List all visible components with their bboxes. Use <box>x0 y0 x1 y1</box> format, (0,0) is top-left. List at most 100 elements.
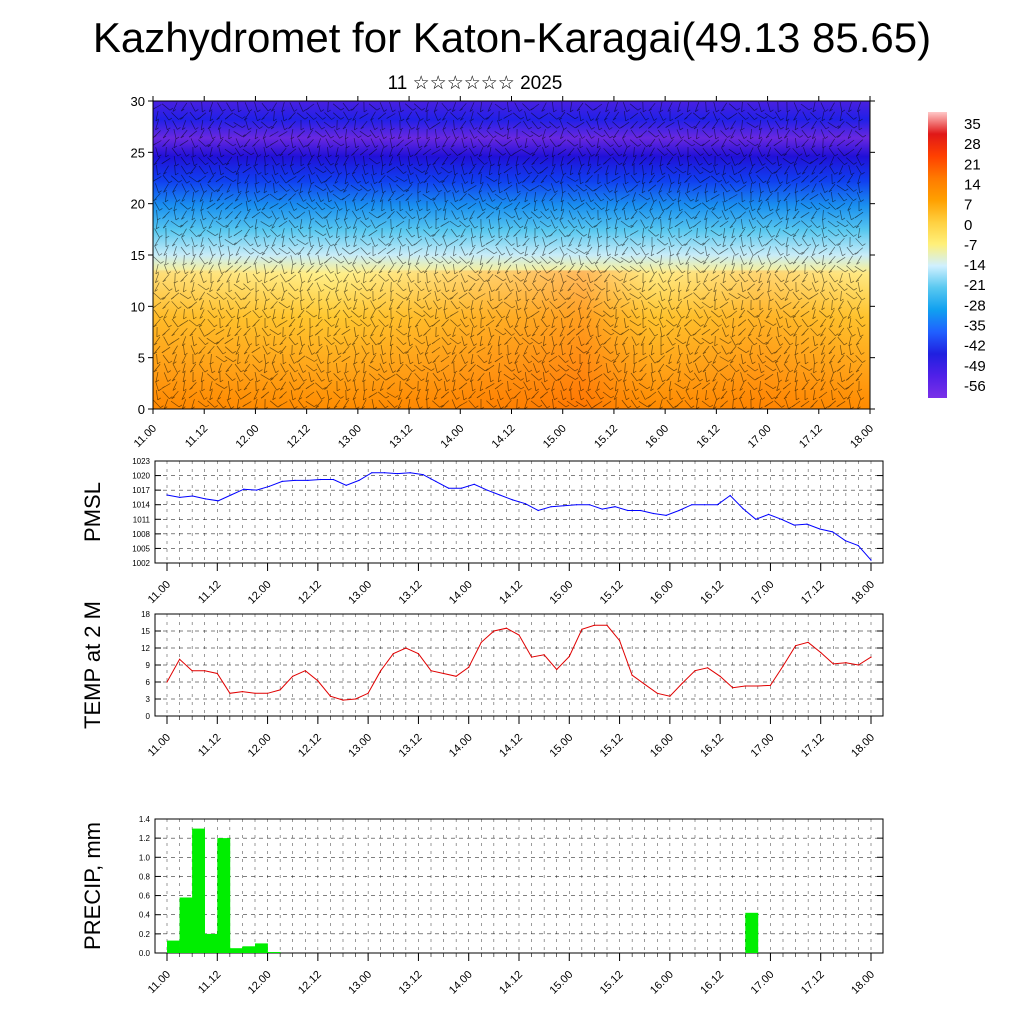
wind-barb-flag <box>247 280 251 284</box>
wind-barb <box>171 237 179 247</box>
wind-barb <box>729 273 737 283</box>
wind-barb-flag <box>226 190 230 193</box>
wind-barb <box>552 155 554 167</box>
wind-barb <box>334 174 340 184</box>
wind-barb-flag <box>183 289 187 293</box>
wind-barb <box>289 372 295 382</box>
wind-barb-flag <box>242 134 246 137</box>
wind-barb-flag <box>403 189 407 192</box>
wind-barb <box>561 236 563 248</box>
wind-barb <box>795 335 797 347</box>
wind-barb-flag <box>290 136 295 140</box>
wind-barb-flag <box>294 243 299 247</box>
wind-barb-flag <box>582 217 586 220</box>
wind-barb-flag <box>696 235 700 239</box>
wind-barb-flag <box>388 163 393 166</box>
wind-barb-flag <box>271 109 275 112</box>
wind-barb <box>622 147 628 157</box>
wind-barb-flag <box>480 325 484 329</box>
wind-barb-flag <box>437 370 441 374</box>
wind-barb-flag <box>695 109 699 112</box>
wind-barb <box>775 174 781 184</box>
wind-barb-flag <box>640 343 645 346</box>
wind-barb <box>218 147 222 157</box>
wind-barb-flag <box>518 217 522 220</box>
wind-barb <box>198 291 206 301</box>
wind-barb <box>369 282 377 292</box>
wind-barb-flag <box>514 325 519 328</box>
wind-barb-flag <box>619 162 623 166</box>
wind-barb <box>614 345 618 355</box>
wind-barb-flag <box>819 162 823 165</box>
wind-barb-flag <box>742 244 746 248</box>
wind-barb <box>406 120 412 130</box>
wind-barb <box>534 200 536 212</box>
wind-barb <box>209 381 213 391</box>
wind-barb-flag <box>242 170 246 174</box>
wind-barb-flag <box>351 153 355 156</box>
wind-barb <box>749 201 753 211</box>
wind-barb <box>827 122 837 128</box>
wind-barb-flag <box>742 289 746 293</box>
wind-barb-flag <box>814 361 818 365</box>
wind-barb <box>361 354 367 364</box>
wind-barb-flag <box>519 342 524 346</box>
wind-barb-flag <box>193 343 198 347</box>
wind-barb-flag <box>325 298 330 301</box>
wind-barb <box>586 111 592 121</box>
wind-barb <box>298 138 304 148</box>
wind-barb <box>390 353 392 365</box>
wind-barb-flag <box>768 289 772 293</box>
wind-barb <box>640 246 646 256</box>
wind-barb <box>344 164 348 176</box>
wind-barb <box>542 138 546 148</box>
wind-barb-flag <box>409 163 413 167</box>
wind-barb-flag <box>429 226 433 229</box>
wind-barb-flag <box>761 244 766 247</box>
wind-barb-flag <box>432 360 436 363</box>
wind-barb-flag <box>356 280 361 283</box>
wind-barb <box>578 255 582 265</box>
wind-barb <box>352 273 358 283</box>
wind-barb <box>460 228 466 238</box>
wind-barb-flag <box>590 280 594 284</box>
wind-barb <box>397 273 403 283</box>
wind-barb-flag <box>438 307 442 310</box>
wind-barb-flag <box>243 297 247 300</box>
wind-barb-flag <box>553 109 557 113</box>
wind-barb-flag <box>470 379 474 382</box>
wind-barb-flag <box>275 181 280 184</box>
wind-barb-flag <box>328 316 332 320</box>
wind-barb-flag <box>248 127 252 131</box>
wind-barb <box>531 174 539 184</box>
wind-barb <box>217 309 223 319</box>
wind-barb <box>838 309 844 319</box>
wind-barb <box>297 382 305 390</box>
wind-barb-flag <box>242 116 246 119</box>
wind-barb-flag <box>652 370 656 374</box>
wind-barb-flag <box>346 244 351 248</box>
wind-barb-flag <box>554 208 558 212</box>
wind-barb <box>183 344 185 356</box>
wind-barb-flag <box>207 180 212 184</box>
wind-barb <box>613 363 619 373</box>
wind-barb <box>271 282 277 292</box>
wind-barb <box>848 362 852 374</box>
wind-barb <box>657 210 665 220</box>
wind-barb-flag <box>848 325 853 329</box>
wind-barb <box>693 283 701 291</box>
wind-barb <box>370 309 376 319</box>
wind-barb <box>774 184 782 192</box>
wind-barb-flag <box>199 136 203 139</box>
wind-barb <box>676 129 682 139</box>
wind-barb <box>658 273 664 283</box>
wind-barb-flag <box>487 145 491 148</box>
wind-barb-flag <box>259 369 263 372</box>
wind-barb <box>575 346 585 354</box>
wind-barb-flag <box>801 261 806 265</box>
wind-barb-flag <box>758 280 762 284</box>
wind-barb-flag <box>756 315 760 318</box>
wind-barb <box>163 336 169 346</box>
wind-barb <box>389 183 393 193</box>
wind-barb-flag <box>297 180 301 183</box>
